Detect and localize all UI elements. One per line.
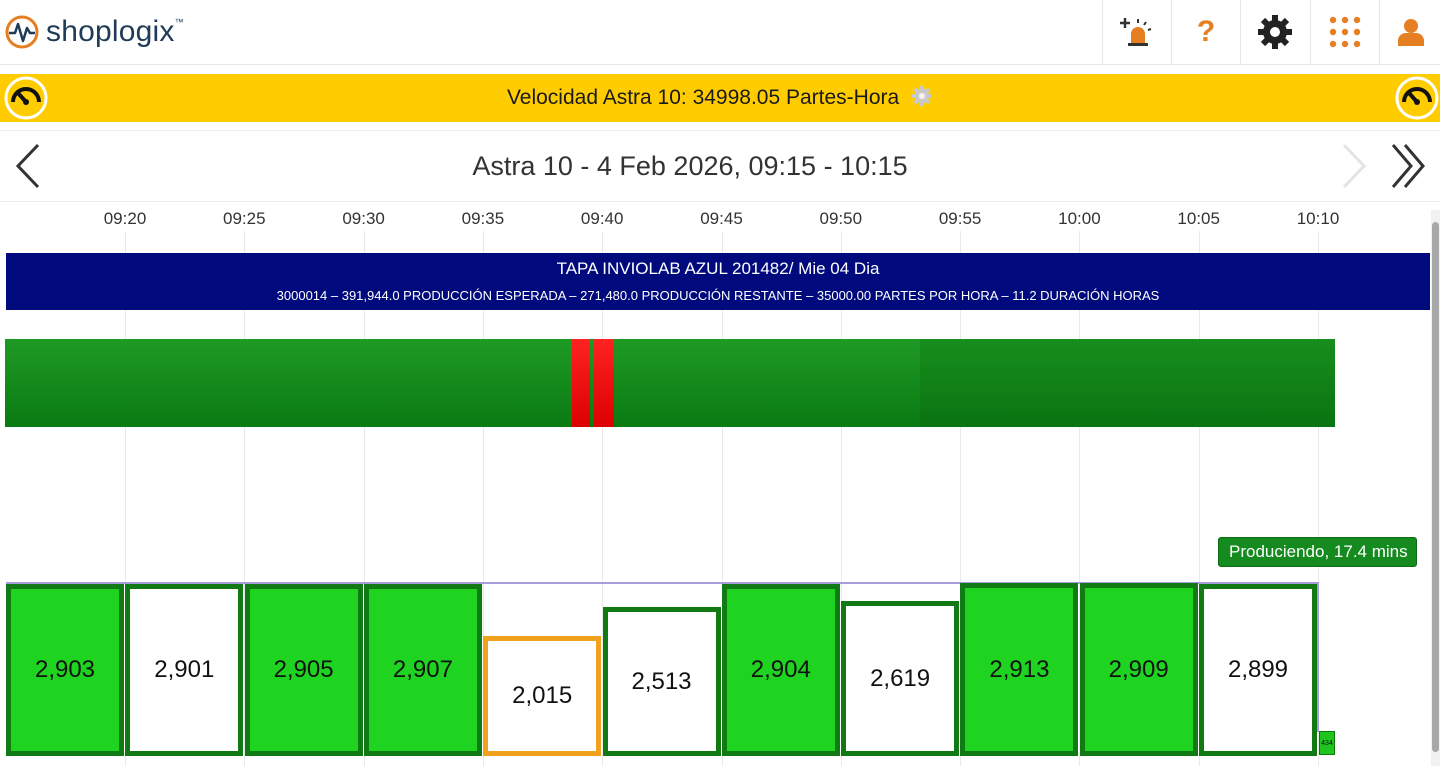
time-grid-line	[363, 231, 365, 766]
apps-grid-icon	[1329, 16, 1361, 48]
time-grid-line	[840, 231, 842, 766]
time-tick-label: 10:05	[1177, 209, 1220, 228]
time-grid-line	[125, 231, 126, 766]
current-interval-box[interactable]: 434	[1319, 731, 1335, 755]
time-tick-label: 09:45	[700, 209, 743, 228]
production-interval-box[interactable]: 2,513	[602, 607, 721, 756]
add-alarm-button[interactable]	[1102, 0, 1171, 64]
job-title: TAPA INVIOLAB AZUL 201482/ Mie 04 Dia	[556, 259, 880, 278]
current-state-label: Produciendo, 17.4 mins	[1218, 537, 1417, 567]
production-interval-box[interactable]: 2,015	[483, 636, 602, 756]
production-interval-value: 2,905	[273, 656, 334, 683]
time-grid-line	[602, 231, 604, 766]
target-line-end	[1317, 582, 1319, 732]
time-tick-label: 09:30	[342, 209, 385, 228]
scrollbar-thumb[interactable]	[1432, 222, 1439, 752]
help-button[interactable]: ?	[1171, 0, 1240, 64]
shoplogix-logo[interactable]: shoplogix ™	[4, 10, 184, 54]
machine-state-bar[interactable]	[5, 339, 1335, 427]
time-tick-label: 10:10	[1296, 209, 1340, 228]
current-interval-value: 434	[1321, 739, 1333, 747]
production-interval-value: 2,899	[1227, 656, 1289, 683]
production-interval-value: 2,619	[870, 664, 931, 692]
job-info: 3000014 – 391,944.0 PRODUCCIÓN ESPERADA …	[276, 288, 1160, 303]
timeline-chart: 09:20 09:25 09:30 09:35 09:40 09:45 09:50 09:55…	[0, 201, 1430, 766]
time-grid-line	[721, 231, 723, 766]
previous-period-button[interactable]	[4, 141, 54, 191]
production-interval-value: 2,913	[989, 655, 1050, 683]
production-interval-value: 2,907	[392, 656, 453, 683]
jump-to-latest-button[interactable]	[1384, 141, 1434, 191]
period-navigation: Astra 10 - 4 Feb 2026, 09:15 - 10:15	[0, 130, 1440, 202]
production-interval-box[interactable]: 2,901	[125, 584, 244, 756]
speed-value-text: Velocidad Astra 10: 34998.05 Partes-Hora	[506, 86, 900, 109]
speed-text: Velocidad Astra 10: 34998.05 Partes-Hora	[0, 74, 1440, 122]
time-grid-line	[1079, 231, 1081, 766]
gear-icon	[1258, 15, 1292, 49]
state-running-segment[interactable]	[614, 339, 920, 427]
gauge-icon	[1395, 76, 1439, 120]
time-grid-line	[244, 231, 246, 766]
time-grid-line	[1198, 231, 1200, 766]
speed-gauge-right-button[interactable]	[1393, 74, 1440, 122]
logo-tm: ™	[174, 17, 184, 27]
help-icon: ?	[1196, 15, 1216, 48]
target-line	[6, 582, 1318, 584]
next-period-button[interactable]	[1328, 141, 1378, 191]
time-grid-line	[482, 231, 484, 766]
chevron-right-icon	[1342, 143, 1367, 189]
add-alarm-icon	[1120, 18, 1152, 46]
double-chevron-right-icon	[1391, 144, 1425, 188]
state-running-current-segment[interactable]	[920, 339, 1335, 427]
speed-banner: Velocidad Astra 10: 34998.05 Partes-Hora	[0, 74, 1440, 122]
time-tick-label: 09:50	[819, 209, 863, 228]
state-down-segment[interactable]	[594, 339, 614, 427]
logo-icon	[5, 15, 39, 49]
production-interval-value: 2,901	[154, 656, 215, 683]
chevron-left-icon	[15, 143, 40, 189]
state-running-segment[interactable]	[5, 339, 572, 427]
speed-gauge-left-button[interactable]	[2, 74, 50, 122]
state-running-segment[interactable]	[590, 339, 594, 427]
production-interval-box[interactable]: 2,909	[1079, 583, 1198, 756]
time-grid-line	[960, 231, 962, 766]
time-tick-label: 09:40	[580, 209, 624, 228]
production-interval-box[interactable]: 2,903	[6, 584, 124, 756]
apps-grid-button[interactable]	[1310, 0, 1379, 64]
production-interval-value: 2,904	[750, 656, 811, 683]
job-bar[interactable]: TAPA INVIOLAB AZUL 201482/ Mie 04 Dia 30…	[6, 253, 1430, 310]
logo-text: shoplogix	[46, 15, 175, 48]
time-tick-label: 09:35	[461, 209, 505, 228]
time-tick-label: 09:25	[223, 209, 266, 228]
production-interval-value: 2,513	[631, 667, 692, 695]
user-icon	[1397, 19, 1424, 46]
time-tick-label: 09:20	[103, 209, 147, 228]
vertical-scrollbar[interactable]	[1431, 210, 1440, 766]
production-interval-value: 2,015	[512, 682, 573, 709]
production-interval-box[interactable]: 2,913	[960, 583, 1079, 756]
production-interval-box[interactable]: 2,904	[721, 584, 840, 756]
period-title: Astra 10 - 4 Feb 2026, 09:15 - 10:15	[472, 151, 908, 181]
time-tick-label: 09:55	[938, 209, 982, 228]
app-header: shoplogix ™ ?	[0, 0, 1440, 65]
production-interval-box[interactable]: 2,905	[244, 584, 363, 756]
state-down-segment[interactable]	[572, 339, 590, 427]
gauge-icon	[4, 76, 48, 120]
production-interval-box[interactable]: 2,907	[363, 584, 482, 756]
production-interval-box[interactable]: 2,899	[1199, 584, 1317, 756]
user-button[interactable]	[1379, 0, 1440, 64]
speed-settings-gear-icon[interactable]	[911, 85, 933, 107]
settings-button[interactable]	[1240, 0, 1309, 64]
production-interval-box[interactable]: 2,619	[841, 601, 960, 756]
production-interval-value: 2,903	[34, 656, 96, 683]
time-tick-label: 10:00	[1058, 209, 1101, 228]
time-grid-line	[1318, 231, 1319, 766]
production-interval-value: 2,909	[1108, 655, 1169, 683]
